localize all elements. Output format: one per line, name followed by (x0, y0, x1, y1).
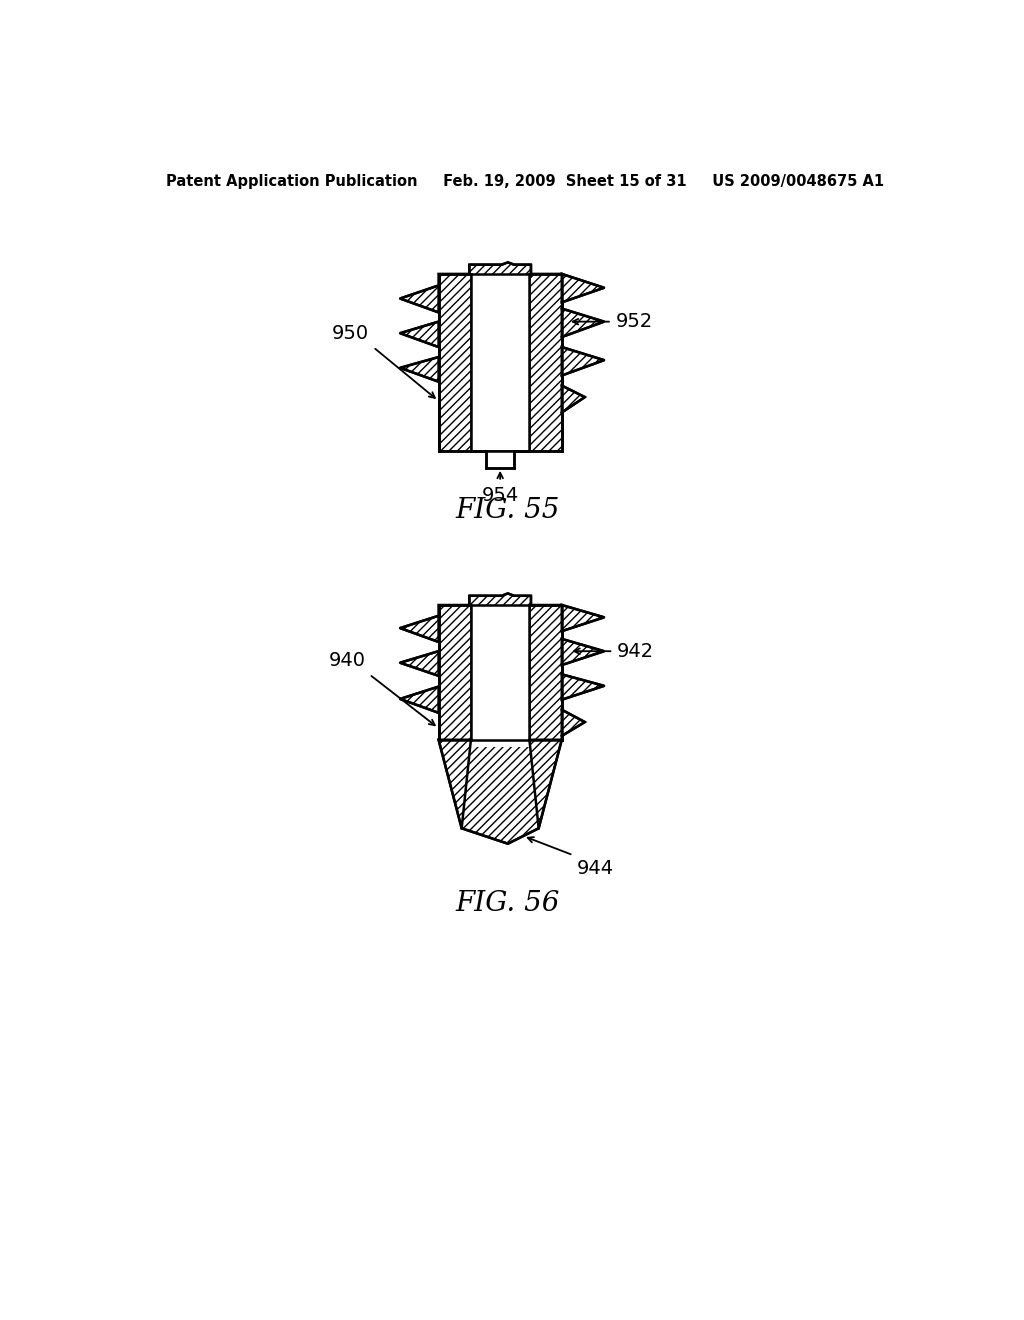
Polygon shape (471, 605, 529, 739)
Text: FIG. 55: FIG. 55 (456, 498, 560, 524)
Polygon shape (562, 347, 604, 376)
Polygon shape (438, 263, 562, 284)
Polygon shape (562, 710, 585, 737)
Polygon shape (562, 309, 604, 337)
Polygon shape (562, 385, 585, 412)
Polygon shape (438, 605, 471, 739)
Polygon shape (400, 651, 438, 676)
Text: 954: 954 (481, 486, 519, 504)
Polygon shape (562, 605, 604, 631)
Text: 944: 944 (578, 859, 614, 878)
Polygon shape (529, 605, 562, 739)
Polygon shape (438, 739, 562, 843)
Polygon shape (529, 275, 562, 451)
Polygon shape (562, 639, 604, 665)
Polygon shape (400, 686, 438, 713)
Polygon shape (471, 275, 529, 451)
Text: 940: 940 (329, 652, 366, 671)
Text: 942: 942 (617, 642, 654, 661)
Text: FIG. 56: FIG. 56 (456, 890, 560, 917)
Polygon shape (562, 675, 604, 700)
Polygon shape (400, 615, 438, 642)
Text: Patent Application Publication     Feb. 19, 2009  Sheet 15 of 31     US 2009/004: Patent Application Publication Feb. 19, … (166, 174, 884, 189)
Polygon shape (471, 739, 529, 747)
Polygon shape (400, 358, 438, 381)
Polygon shape (438, 275, 471, 451)
Text: 952: 952 (615, 312, 653, 331)
Polygon shape (438, 594, 562, 614)
Polygon shape (400, 285, 438, 313)
Text: 950: 950 (332, 325, 370, 343)
Polygon shape (486, 451, 514, 469)
Polygon shape (562, 275, 604, 302)
Polygon shape (400, 322, 438, 347)
